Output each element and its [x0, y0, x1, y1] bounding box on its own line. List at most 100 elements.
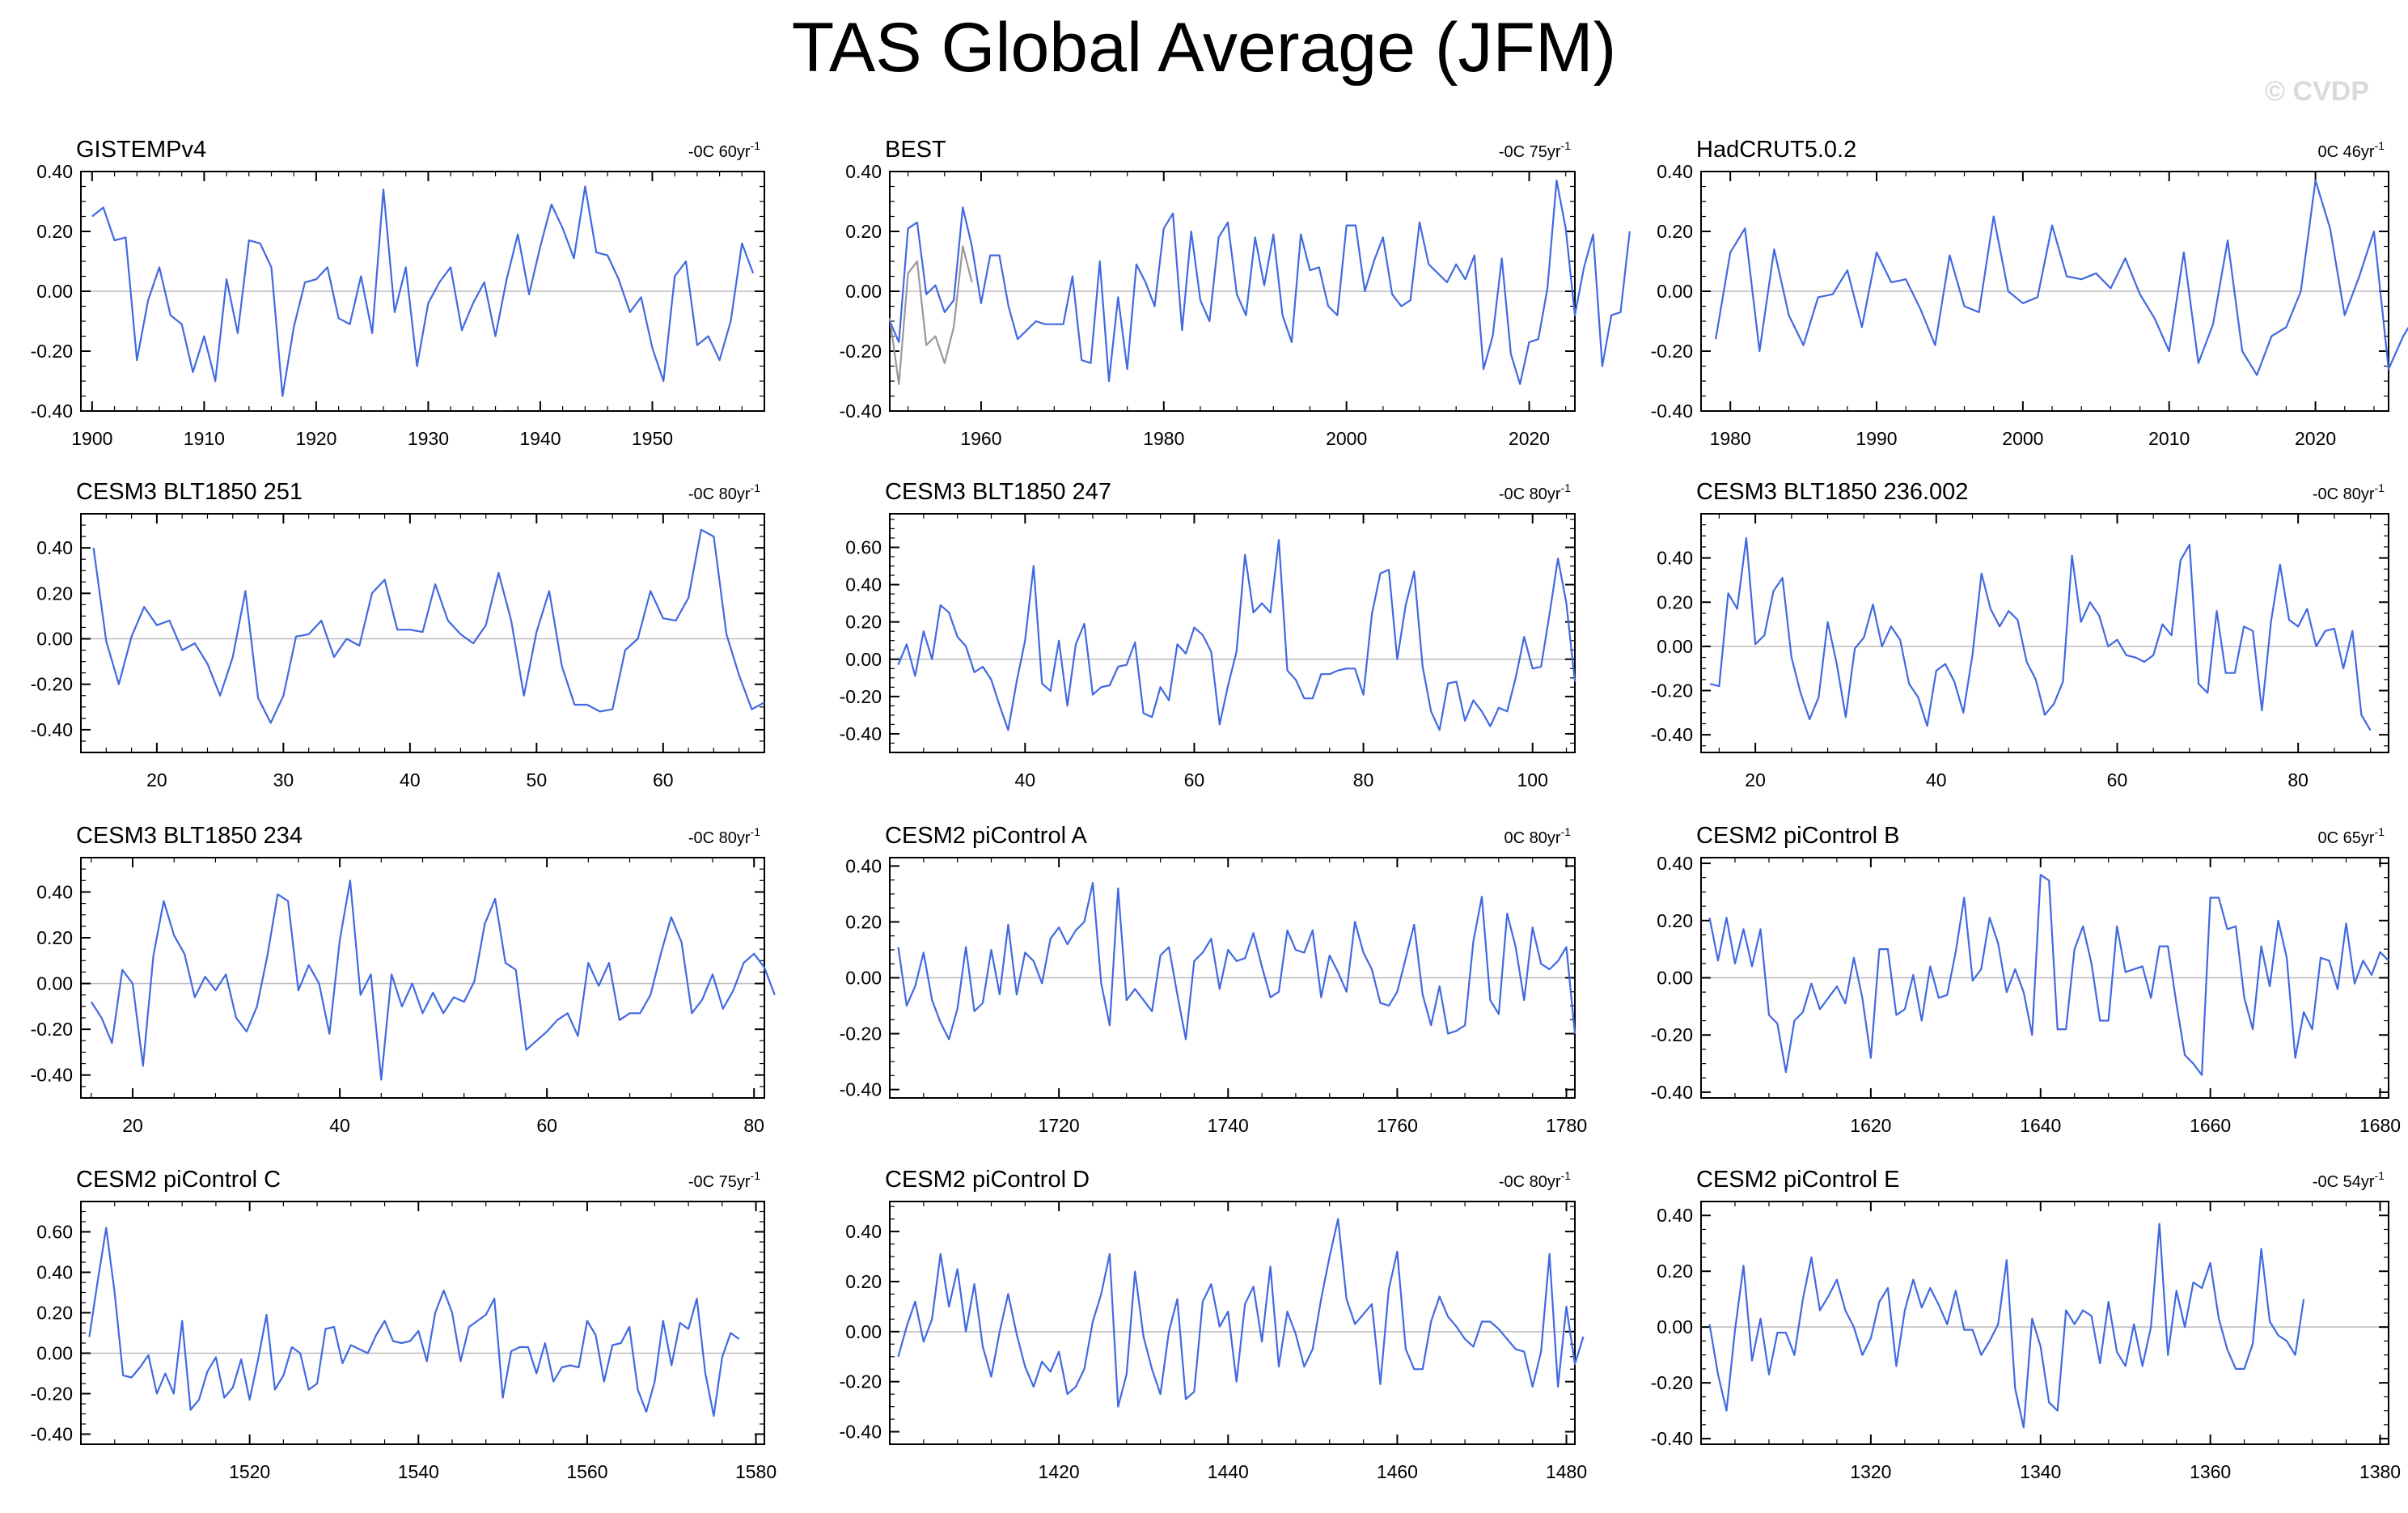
- y-tick-label: 0.20: [1657, 910, 1693, 931]
- y-tick-label: -0.20: [31, 674, 73, 695]
- y-tick-label: -0.40: [31, 1424, 73, 1445]
- x-tick-label: 1640: [2020, 1115, 2061, 1136]
- chart-panel: CESM2 piControl D -0C 80yr-1 -0.40 -0.20 0.0…: [840, 1167, 1588, 1482]
- y-tick-label: -0.20: [31, 1019, 73, 1040]
- trend-label: 0C 65yr-1: [2318, 825, 2385, 847]
- y-tick-label: 0.40: [1657, 853, 1693, 874]
- x-tick-label: 60: [536, 1115, 557, 1136]
- trend-text: -0C 80yr: [688, 485, 751, 503]
- y-tick-label: 0.00: [36, 281, 73, 302]
- x-tick-label: 2020: [2295, 428, 2336, 449]
- series-line: [92, 528, 765, 724]
- panel-title: CESM2 piControl B: [1696, 823, 1899, 849]
- y-tick-label: 0.00: [36, 973, 73, 994]
- trend-superscript: -1: [2375, 139, 2385, 152]
- trend-text: -0C 80yr: [1499, 485, 1561, 503]
- y-tick-label: 0.20: [845, 612, 882, 633]
- y-tick-label: 0.00: [1657, 636, 1693, 657]
- plot-frame: [80, 513, 765, 753]
- y-tick-label: 0.60: [36, 1222, 73, 1243]
- y-tick-label: 0.20: [1657, 221, 1693, 242]
- y-tick-label: 0.20: [36, 221, 73, 242]
- x-tick-label: 1580: [735, 1461, 777, 1482]
- trend-label: 0C 80yr-1: [1504, 825, 1572, 847]
- trend-superscript: -1: [2375, 825, 2385, 838]
- chart-panel: CESM3 BLT1850 236.002 -0C 80yr-1 -0.40 -0.2…: [1651, 479, 2389, 790]
- trend-superscript: -1: [751, 825, 761, 838]
- trend-label: 0C 46yr-1: [2318, 139, 2385, 161]
- y-tick-label: 0.40: [1657, 1205, 1693, 1226]
- y-tick-label: -0.20: [1651, 341, 1693, 362]
- x-tick-label: 20: [122, 1115, 143, 1136]
- trend-superscript: -1: [1561, 481, 1572, 494]
- y-tick-label: 0.00: [36, 1343, 73, 1364]
- x-tick-label: 80: [743, 1115, 764, 1136]
- y-tick-label: 0.00: [36, 629, 73, 650]
- x-tick-label: 1360: [2190, 1461, 2231, 1482]
- trend-text: -0C 75yr: [688, 1173, 751, 1191]
- y-tick-label: 0.20: [845, 911, 882, 932]
- x-tick-label: 40: [329, 1115, 350, 1136]
- panel-title: CESM2 piControl A: [885, 823, 1087, 849]
- x-tick-label: 1540: [398, 1461, 439, 1482]
- x-tick-label: 1420: [1039, 1461, 1080, 1482]
- y-tick-label: 0.20: [36, 583, 73, 604]
- x-tick-label: 80: [1353, 769, 1374, 790]
- y-tick-label: 0.00: [845, 1321, 882, 1342]
- y-tick-label: -0.40: [840, 1079, 882, 1100]
- trend-label: -0C 80yr-1: [1499, 1169, 1571, 1191]
- series-line: [91, 185, 755, 397]
- x-tick-label: 1990: [1856, 428, 1897, 449]
- x-tick-label: 40: [1015, 769, 1036, 790]
- x-tick-label: 20: [146, 769, 167, 790]
- y-tick-label: -0.20: [1651, 1024, 1693, 1045]
- series-line: [88, 1227, 740, 1418]
- trend-label: -0C 80yr-1: [2313, 481, 2385, 503]
- trend-text: -0C 54yr: [2313, 1173, 2375, 1191]
- figure-title: TAS Global Average (JFM): [791, 9, 1617, 87]
- panel-title: CESM3 BLT1850 251: [76, 479, 303, 505]
- trend-text: 0C 46yr: [2318, 143, 2375, 161]
- panel-title: HadCRUT5.0.2: [1696, 137, 1856, 163]
- y-tick-label: -0.40: [1651, 400, 1693, 422]
- trend-text: 0C 65yr: [2318, 829, 2375, 847]
- y-tick-label: 0.20: [36, 1303, 73, 1324]
- x-tick-label: 1460: [1377, 1461, 1418, 1482]
- series-line: [1708, 874, 2389, 1076]
- plot-frame: [80, 857, 765, 1099]
- y-tick-label: 0.40: [845, 161, 882, 182]
- x-tick-label: 2020: [1509, 428, 1550, 449]
- y-tick-label: 0.40: [1657, 548, 1693, 569]
- x-tick-label: 1980: [1143, 428, 1184, 449]
- panel-title: CESM2 piControl D: [885, 1167, 1090, 1193]
- series-line: [897, 539, 1576, 731]
- x-tick-label: 1920: [295, 428, 336, 449]
- x-tick-label: 1660: [2190, 1115, 2231, 1136]
- y-tick-label: -0.40: [31, 400, 73, 422]
- panel-title: BEST: [885, 137, 946, 163]
- x-tick-label: 1680: [2359, 1115, 2401, 1136]
- x-tick-label: 60: [2107, 769, 2128, 790]
- trend-label: -0C 54yr-1: [2313, 1169, 2385, 1191]
- chart-panel: HadCRUT5.0.2 0C 46yr-1 -0.40 -0.20 0.00 0.20 0…: [1651, 137, 2408, 449]
- trend-superscript: -1: [2375, 1169, 2385, 1182]
- chart-panel: CESM2 piControl A 0C 80yr-1 -0.40 -0.20 0.00…: [840, 823, 1588, 1136]
- panel-title: CESM2 piControl E: [1696, 1167, 1899, 1193]
- chart-panel: CESM2 piControl C -0C 75yr-1 -0.40 -0.20 0.0…: [31, 1167, 777, 1482]
- trend-superscript: -1: [751, 481, 761, 494]
- trend-label: -0C 80yr-1: [688, 825, 760, 847]
- y-tick-label: 0.20: [845, 221, 882, 242]
- chart-panel: CESM3 BLT1850 247 -0C 80yr-1 -0.40 -0.20 0.0…: [840, 479, 1576, 790]
- trend-superscript: -1: [751, 1169, 761, 1182]
- chart-panel: CESM2 piControl B 0C 65yr-1 -0.40 -0.20 0.00…: [1651, 823, 2402, 1136]
- y-tick-label: 0.00: [845, 968, 882, 989]
- y-tick-label: 0.40: [845, 855, 882, 876]
- trend-text: -0C 80yr: [2313, 485, 2375, 503]
- y-tick-label: -0.40: [1651, 1428, 1693, 1449]
- x-tick-label: 1520: [229, 1461, 270, 1482]
- series-line: [1709, 536, 2372, 731]
- y-tick-label: -0.20: [840, 686, 882, 707]
- series-line: [1708, 1223, 2305, 1429]
- trend-label: -0C 80yr-1: [1499, 481, 1571, 503]
